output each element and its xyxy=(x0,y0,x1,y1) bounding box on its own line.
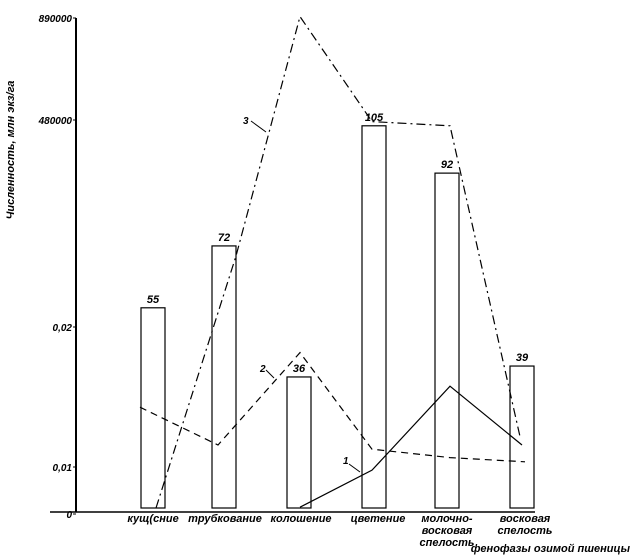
y-tick-label: 0 xyxy=(66,510,72,521)
series-label-leader xyxy=(250,120,267,133)
y-tick-label: 480000 xyxy=(38,116,73,127)
x-tick-label: спелость xyxy=(420,537,475,549)
bar-value-label: 36 xyxy=(293,363,306,375)
bar-value-label: 72 xyxy=(218,232,230,244)
y-tick-label: 0,01 xyxy=(53,463,73,474)
series-label: 3 xyxy=(243,116,249,127)
bar xyxy=(286,376,312,509)
series-line xyxy=(139,351,526,463)
bar xyxy=(140,307,166,509)
series-label-leader xyxy=(265,369,275,379)
series-label-leader xyxy=(348,463,361,473)
series-lines xyxy=(139,15,526,509)
x-tick-label: кущ(сние xyxy=(127,513,178,525)
x-tick-label: спелость xyxy=(498,525,553,537)
bar xyxy=(509,365,535,509)
labels: 890000 480000 0,02 0,01 0 Численность, млн эк… xyxy=(5,14,631,555)
x-tick-label: восковая xyxy=(500,513,551,525)
series-line xyxy=(155,15,521,509)
x-tick-label: восковая xyxy=(422,525,473,537)
bar-value-label: 105 xyxy=(365,112,384,124)
series-line xyxy=(299,385,523,508)
bar-value-label: 92 xyxy=(441,159,453,171)
bar xyxy=(361,125,387,509)
axes xyxy=(50,17,535,515)
x-tick-label: трубкование xyxy=(188,513,262,525)
bar-value-label: 39 xyxy=(516,352,529,364)
bars xyxy=(140,125,535,509)
y-tick-label: 890000 xyxy=(39,14,73,25)
y-tick-label: 0,02 xyxy=(53,323,73,334)
series-label: 2 xyxy=(259,364,266,375)
series-label: 1 xyxy=(343,456,349,467)
bar xyxy=(211,245,237,509)
x-tick-label: молочно- xyxy=(421,513,473,525)
x-axis-label: фенофазы озимой пшеницы xyxy=(471,543,631,555)
bar-value-label: 55 xyxy=(147,294,160,306)
x-tick-label: цветение xyxy=(351,513,406,525)
x-tick-label: колошение xyxy=(270,513,331,525)
y-axis-label: Численность, млн экз/га xyxy=(5,81,17,220)
bar xyxy=(434,172,460,509)
